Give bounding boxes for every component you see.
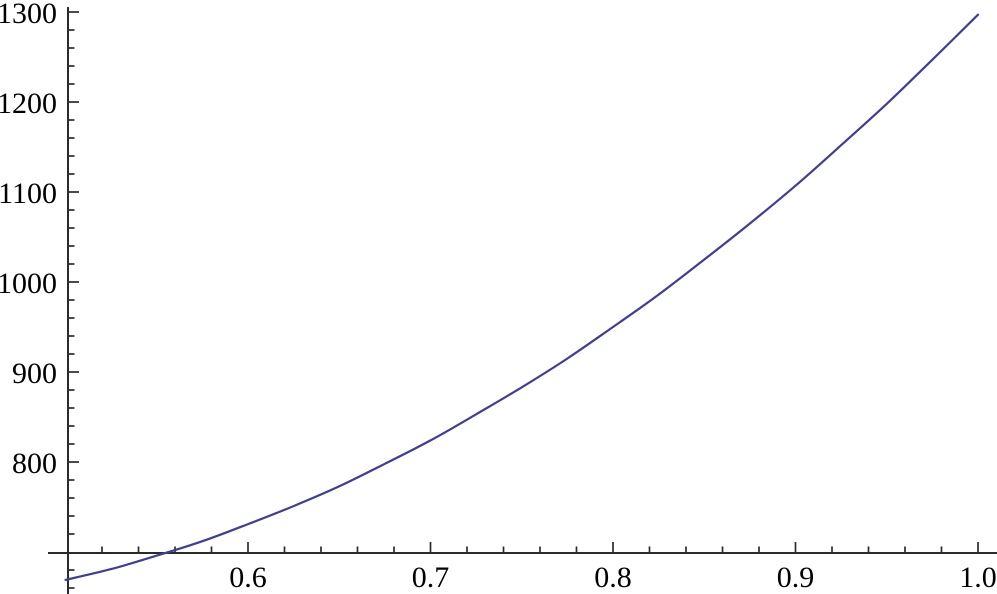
x-tick-label: 1.0 bbox=[959, 561, 997, 594]
x-tick-label: 0.6 bbox=[229, 561, 267, 594]
y-tick-label: 900 bbox=[12, 357, 57, 390]
x-tick-label: 0.9 bbox=[777, 561, 815, 594]
y-tick-label: 1100 bbox=[0, 177, 57, 210]
series-line bbox=[64, 13, 980, 581]
y-tick-label: 1200 bbox=[0, 87, 57, 120]
x-tick-label: 0.8 bbox=[594, 561, 632, 594]
y-tick-label: 1300 bbox=[0, 0, 57, 30]
y-tick-label: 800 bbox=[12, 447, 57, 480]
x-tick-label: 0.7 bbox=[412, 561, 450, 594]
y-tick-label: 1000 bbox=[0, 267, 57, 300]
